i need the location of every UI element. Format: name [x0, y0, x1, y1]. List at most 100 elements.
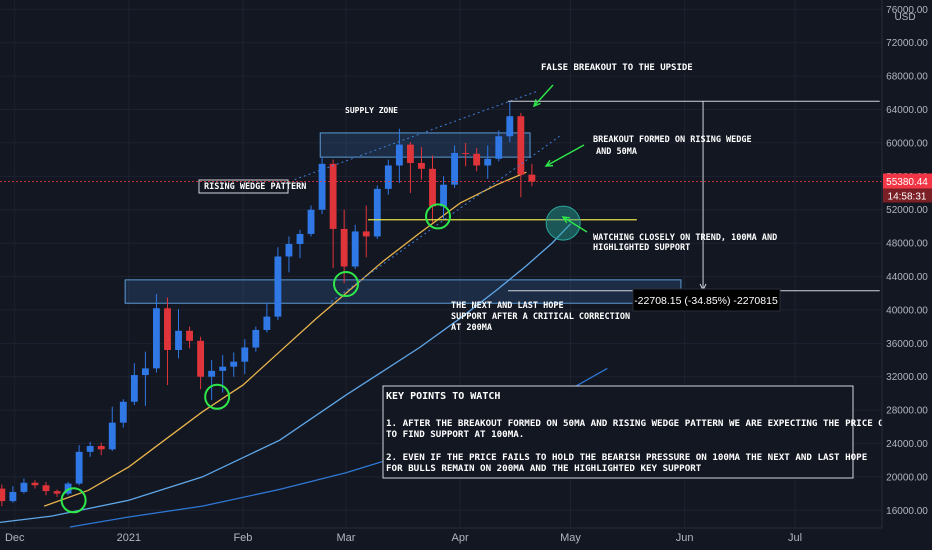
x-axis: Dec 2021 Feb Mar Apr May Jun Jul — [0, 527, 932, 550]
y-tick-label: 64000.00 — [886, 105, 928, 116]
y-tick-label: 76000.00 — [886, 5, 928, 16]
touch-circle — [204, 383, 231, 410]
candle — [153, 294, 160, 373]
candle — [208, 360, 216, 401]
candle — [384, 159, 392, 195]
annotation-text: BREAKOUT FORMED ON RISING WEDGE — [593, 135, 752, 145]
candle-body — [406, 144, 414, 163]
candle-body — [274, 256, 282, 317]
target-circle — [545, 205, 581, 241]
key-points-line: TO FIND SUPPORT AT 100MA. — [386, 429, 524, 440]
candle — [130, 363, 138, 406]
candle-body — [362, 231, 370, 237]
y-tick-label: 60000.00 — [886, 138, 928, 149]
y-tick-label: 40000.00 — [886, 305, 928, 316]
candle-body — [153, 308, 160, 369]
key-points-title: KEY POINTS TO WATCH — [386, 391, 500, 402]
candle — [307, 205, 315, 237]
y-tick-label: 68000.00 — [886, 72, 928, 83]
wedge-label-box — [198, 179, 289, 194]
candle-body — [141, 368, 149, 376]
candle — [362, 205, 370, 258]
candle-body — [164, 308, 171, 350]
key-points-line: 2. EVEN IF THE PRICE FAILS TO HOLD THE B… — [386, 452, 867, 463]
annotation-text: SUPPORT AFTER A CRITICAL CORRECTION — [451, 312, 630, 322]
annotation-arrow-head — [561, 216, 571, 224]
annotation-text: THE NEXT AND LAST HOPE — [451, 301, 564, 311]
candle-body — [318, 163, 326, 210]
candle-body — [473, 153, 481, 166]
touch-circle — [60, 487, 87, 514]
candle — [9, 486, 17, 503]
supply-zone — [319, 132, 531, 158]
current-price-tag — [883, 173, 932, 189]
candle — [418, 147, 425, 180]
candle-body — [429, 168, 436, 207]
annotation-text: AT 200MA — [451, 323, 492, 333]
annotation-text: WATCHING CLOSELY ON TREND, 100MA AND — [593, 233, 777, 243]
x-tick-label: May — [560, 532, 581, 544]
candle — [528, 163, 536, 187]
candle-body — [31, 482, 39, 486]
candle-body — [440, 184, 447, 207]
zones — [124, 132, 682, 304]
candle-body — [20, 482, 28, 492]
candle-body — [175, 330, 182, 350]
candle — [108, 406, 116, 452]
x-tick-label: Dec — [5, 532, 25, 544]
candle-body — [186, 330, 193, 341]
candle-body — [241, 347, 249, 362]
candles — [0, 102, 536, 507]
candle-body — [263, 316, 271, 330]
candle — [373, 185, 381, 239]
candle — [97, 442, 105, 456]
x-tick-label: Jul — [788, 532, 802, 544]
ma-line-100ma — [0, 223, 571, 524]
candle-body — [130, 375, 138, 402]
candle-body — [373, 188, 381, 237]
candle — [451, 145, 459, 189]
candle-body — [340, 228, 348, 267]
y-tick-label: 16000.00 — [886, 506, 928, 517]
candle — [164, 297, 171, 386]
candle-body — [86, 446, 94, 452]
y-tick-label: 24000.00 — [886, 439, 928, 450]
annotation-text: AND 50MA — [596, 147, 637, 157]
candle-body — [517, 116, 525, 175]
candle-body — [75, 451, 83, 484]
y-axis: 76000.00 72000.00 68000.00 64000.00 60000.00… — [881, 0, 932, 528]
candle — [31, 480, 39, 489]
x-tick-label: Mar — [337, 532, 356, 544]
countdown-tag — [883, 188, 932, 203]
candle — [141, 351, 149, 406]
candle-body — [351, 231, 359, 267]
candle-body — [53, 491, 61, 494]
annotation-arrow — [533, 84, 554, 107]
key-points-line: FOR BULLS REMAIN ON 200MA AND THE HIGHLI… — [386, 463, 702, 474]
countdown-value: 14:58:31 — [888, 192, 927, 203]
candle — [429, 155, 436, 223]
candle-body — [97, 446, 105, 450]
annotation-text: FALSE BREAKOUT TO THE UPSIDE — [541, 63, 693, 73]
candle — [53, 489, 61, 497]
y-tick-label: 36000.00 — [886, 339, 928, 350]
measure-label-box — [632, 288, 781, 312]
candle-body — [329, 163, 337, 229]
ma-line-50ma — [43, 171, 527, 507]
y-tick-label: 72000.00 — [886, 38, 928, 49]
candle — [473, 147, 481, 172]
candle — [318, 157, 326, 214]
candle — [406, 142, 414, 194]
candle — [329, 159, 337, 269]
candle — [517, 112, 525, 198]
candle-body — [0, 488, 6, 502]
candle — [86, 441, 94, 457]
annotation-arrow-head — [544, 159, 554, 167]
annotation-arrow — [562, 216, 588, 233]
candle — [351, 224, 359, 270]
candle-body — [252, 329, 260, 348]
annotation-text: RISING WEDGE PATTERN — [204, 182, 306, 192]
annotation-text: SUPPLY ZONE — [345, 106, 398, 115]
candle — [395, 128, 403, 184]
